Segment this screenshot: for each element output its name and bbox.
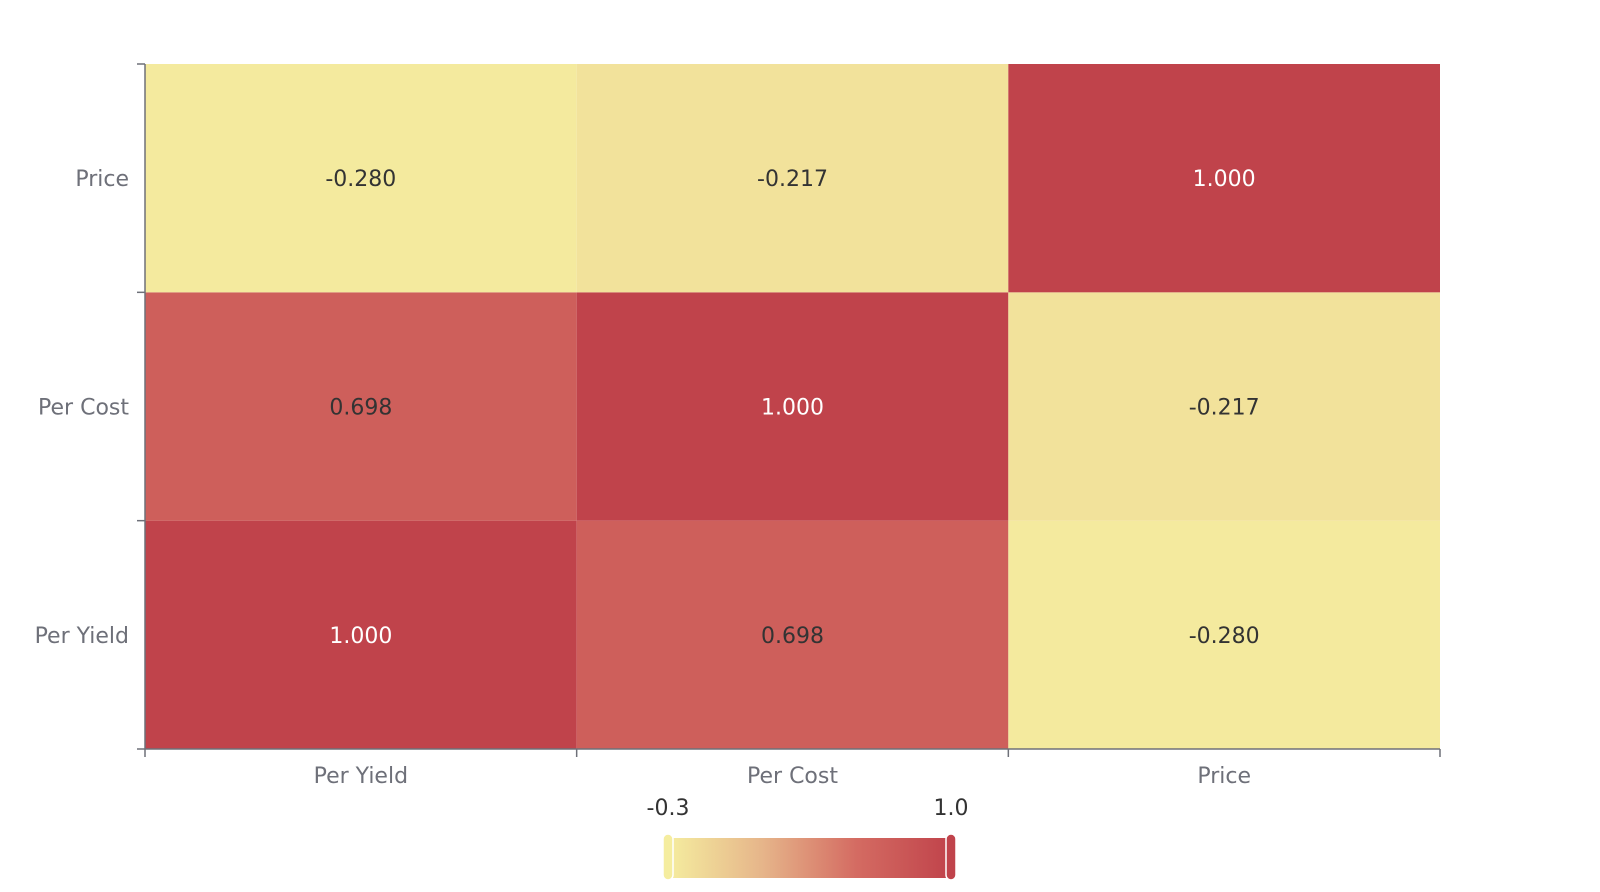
heatmap-cell-label: -0.217 bbox=[757, 167, 828, 192]
heatmap-cell-rect[interactable] bbox=[1008, 64, 1440, 293]
visual-map-max-handle[interactable] bbox=[945, 833, 957, 881]
heatmap-cell[interactable]: -0.217 bbox=[576, 64, 1009, 293]
heatmap-cell[interactable]: 1.000 bbox=[1008, 64, 1440, 293]
y-axis-tick-label: Per Cost bbox=[38, 396, 129, 421]
heatmap-cell[interactable]: -0.280 bbox=[145, 64, 577, 293]
heatmap-cell[interactable]: -0.217 bbox=[1008, 292, 1440, 521]
heatmap-cell-label: 1.000 bbox=[1193, 167, 1256, 192]
visual-map-max-label: 1.0 bbox=[934, 796, 969, 821]
x-axis-tick-label: Price bbox=[1197, 764, 1251, 789]
heatmap-cell-label: -0.280 bbox=[325, 167, 396, 192]
heatmap-axes: Per Yield Per Cost Price Per Yield Per Cost P… bbox=[35, 63, 1441, 789]
heatmap-cell-rect[interactable] bbox=[145, 64, 577, 293]
heatmap-cell-label: 1.000 bbox=[329, 624, 392, 649]
visual-map-min-label: -0.3 bbox=[647, 796, 690, 821]
visual-map-min-handle[interactable] bbox=[662, 833, 674, 881]
heatmap-cell[interactable]: 0.698 bbox=[145, 292, 577, 521]
heatmap-cell-rect[interactable] bbox=[145, 292, 577, 521]
heatmap-cell[interactable]: -0.280 bbox=[1008, 520, 1440, 749]
visual-map[interactable]: -0.3 1.0 bbox=[647, 796, 969, 881]
heatmap-cell-rect[interactable] bbox=[1008, 292, 1440, 521]
heatmap-cell-rect[interactable] bbox=[576, 64, 1009, 293]
heatmap-cells: 1.000 0.698 -0.280 0.698 1.000 -0.217 -0.280 -0… bbox=[145, 64, 1440, 749]
heatmap-cell-label: 0.698 bbox=[329, 396, 392, 421]
heatmap-cell[interactable]: 0.698 bbox=[576, 520, 1009, 749]
x-axis-tick-label: Per Yield bbox=[314, 764, 408, 789]
heatmap-cell[interactable]: 1.000 bbox=[145, 520, 577, 749]
heatmap-cell-label: -0.217 bbox=[1189, 396, 1260, 421]
heatmap-cell-label: 1.000 bbox=[761, 396, 824, 421]
heatmap-cell-label: -0.280 bbox=[1189, 624, 1260, 649]
x-axis-tick-label: Per Cost bbox=[747, 764, 838, 789]
heatmap-cell-rect[interactable] bbox=[576, 292, 1009, 521]
heatmap-cell[interactable]: 1.000 bbox=[576, 292, 1009, 521]
heatmap-cell-rect[interactable] bbox=[576, 520, 1009, 749]
y-axis-tick-label: Per Yield bbox=[35, 624, 129, 649]
visual-map-bar[interactable] bbox=[668, 838, 951, 878]
heatmap-cell-rect[interactable] bbox=[145, 520, 577, 749]
heatmap-cell-rect[interactable] bbox=[1008, 520, 1440, 749]
y-axis-tick-label: Price bbox=[75, 167, 129, 192]
heatmap-cell-label: 0.698 bbox=[761, 624, 824, 649]
